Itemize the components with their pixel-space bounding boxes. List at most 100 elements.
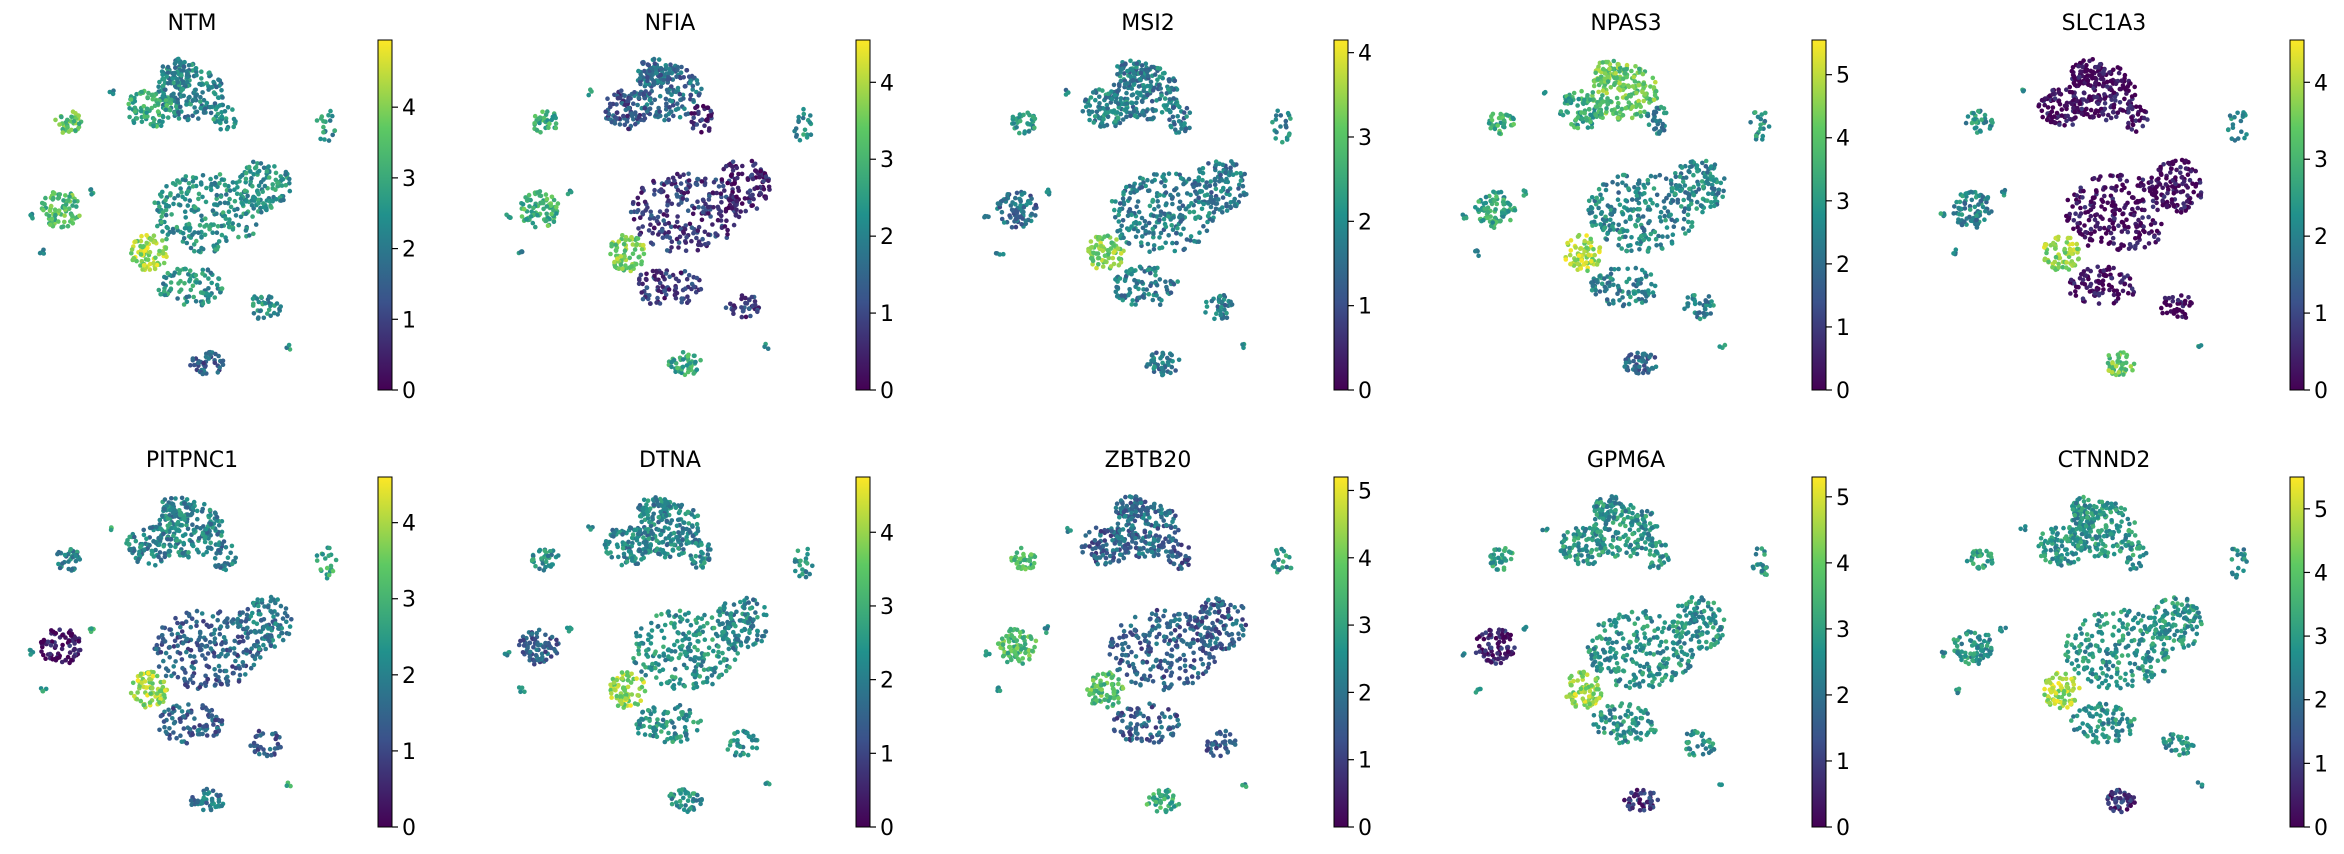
cell-point [53, 117, 58, 123]
cell-point [188, 245, 194, 251]
cell-point [222, 200, 228, 206]
cell-point [1663, 217, 1668, 223]
cell-point [673, 295, 679, 301]
cell-point [1623, 234, 1628, 240]
cell-point [1481, 217, 1486, 223]
cell-point [1273, 136, 1278, 141]
cell-point [1157, 302, 1163, 308]
cell-point [1222, 307, 1227, 313]
cell-point [1979, 198, 1984, 203]
cell-point [694, 78, 700, 83]
cell-point [57, 122, 62, 127]
cell-point [1178, 175, 1184, 181]
cell-point [1217, 293, 1223, 299]
cell-point [1160, 71, 1166, 76]
cell-point [1501, 121, 1507, 127]
cell-point [675, 187, 681, 193]
cell-point [1648, 272, 1654, 277]
cell-point [1492, 198, 1497, 203]
cell-point [219, 114, 225, 119]
cell-point [1210, 218, 1215, 223]
cell-point [217, 103, 223, 108]
cell-point [609, 241, 614, 247]
cell-point [2072, 109, 2077, 115]
cell-point [1697, 310, 1702, 315]
cell-point [1627, 216, 1633, 222]
cell-point [1641, 358, 1646, 363]
cell-point [1585, 268, 1590, 274]
cell-point [1620, 172, 1626, 178]
cell-point [1616, 266, 1621, 272]
cell-point [1573, 245, 1578, 250]
cell-point [2064, 265, 2069, 270]
cell-point [204, 185, 209, 191]
cell-point [686, 74, 692, 79]
cell-point [1586, 198, 1592, 204]
cell-point [1220, 195, 1226, 200]
cell-point [183, 177, 188, 183]
cell-point [89, 192, 94, 197]
cell-point [1183, 126, 1189, 132]
cell-point [264, 169, 270, 174]
cell-point [2119, 78, 2124, 83]
cell-point [683, 286, 688, 292]
cell-point [164, 254, 169, 260]
cell-point [1150, 197, 1156, 203]
cell-point [1685, 212, 1691, 218]
cell-point [251, 172, 256, 177]
cell-point [1686, 206, 1692, 212]
cell-point [677, 114, 683, 120]
cell-point [1087, 111, 1092, 117]
cell-point [1217, 207, 1222, 212]
cell-point [1170, 201, 1175, 207]
cell-point [1152, 72, 1158, 77]
cell-point [2122, 96, 2127, 102]
cell-point [46, 213, 52, 219]
cell-point [1581, 101, 1586, 107]
cell-point [695, 199, 700, 204]
cell-point [190, 98, 195, 104]
cell-point [1171, 215, 1176, 220]
cell-point [2054, 110, 2060, 116]
cell-point [256, 315, 261, 320]
cell-point [755, 309, 760, 315]
cell-point [652, 192, 657, 197]
cell-point [1596, 205, 1601, 211]
cell-point [1127, 196, 1132, 201]
cell-point [1152, 364, 1157, 370]
cell-point [1681, 197, 1686, 203]
cell-point [674, 219, 680, 225]
cell-point [184, 294, 189, 300]
cell-point [202, 224, 207, 229]
cell-point [41, 207, 46, 213]
cell-point [1211, 210, 1217, 215]
cell-point [1200, 177, 1205, 183]
cell-point [1564, 109, 1569, 114]
cell-point [145, 95, 150, 100]
cell-point [669, 92, 674, 97]
cell-point [330, 132, 336, 138]
cell-point [205, 267, 211, 273]
cell-point [144, 110, 149, 115]
cell-point [218, 127, 223, 132]
cell-point [110, 91, 116, 97]
cell-point [1146, 291, 1152, 297]
cell-point [1683, 231, 1688, 236]
cell-point [1691, 192, 1697, 198]
cell-point [2050, 92, 2055, 97]
cell-point [200, 267, 206, 273]
cell-point [1216, 197, 1221, 202]
cell-point [261, 165, 267, 171]
cell-point [194, 92, 199, 98]
cell-point [640, 60, 645, 65]
cell-point [651, 79, 657, 84]
cell-point [65, 117, 70, 123]
cell-point [1628, 243, 1633, 248]
cell-point [273, 187, 278, 192]
cell-point [639, 246, 645, 252]
cell-point [1700, 160, 1705, 166]
cell-point [200, 271, 205, 276]
cell-point [144, 106, 150, 112]
cell-point [1687, 186, 1692, 192]
cell-point [1579, 110, 1584, 115]
